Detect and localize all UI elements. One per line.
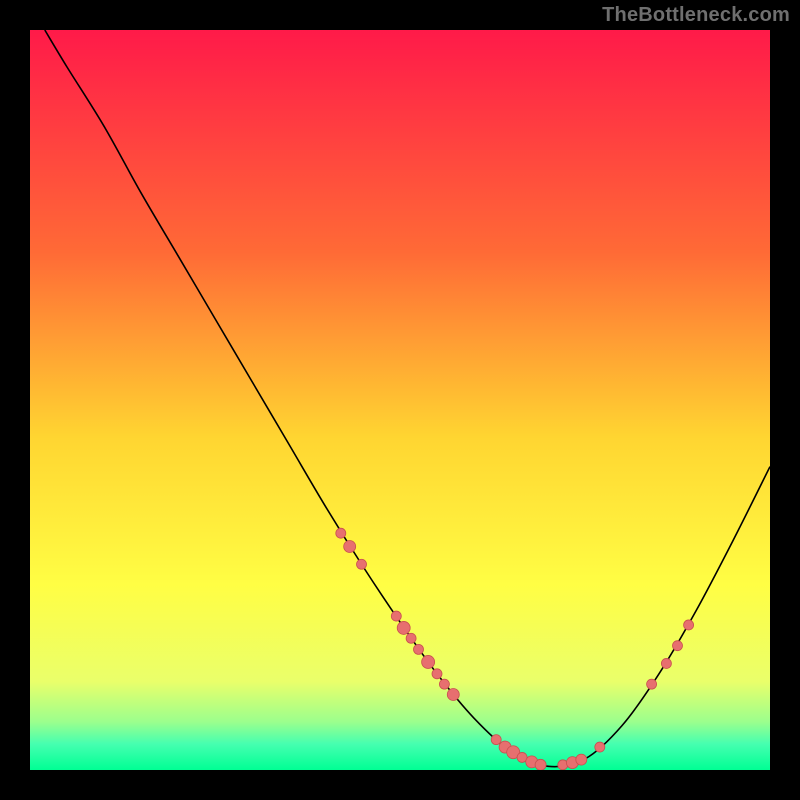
data-point — [397, 621, 410, 634]
bottleneck-chart — [30, 30, 770, 770]
watermark-text: TheBottleneck.com — [602, 4, 790, 27]
data-point — [344, 541, 356, 553]
data-point — [661, 658, 671, 668]
data-point — [336, 528, 346, 538]
data-point — [391, 611, 401, 621]
data-point — [414, 644, 424, 654]
data-point — [432, 669, 442, 679]
chart-background — [30, 30, 770, 770]
plot-area — [30, 30, 770, 770]
data-point — [595, 742, 605, 752]
data-point — [439, 679, 449, 689]
data-point — [406, 633, 416, 643]
chart-frame: TheBottleneck.com — [0, 0, 800, 800]
data-point — [447, 689, 459, 701]
data-point — [576, 754, 587, 765]
data-point — [673, 641, 683, 651]
data-point — [684, 620, 694, 630]
data-point — [422, 655, 435, 668]
data-point — [647, 679, 657, 689]
data-point — [491, 735, 501, 745]
data-point — [357, 559, 367, 569]
data-point — [535, 759, 546, 770]
